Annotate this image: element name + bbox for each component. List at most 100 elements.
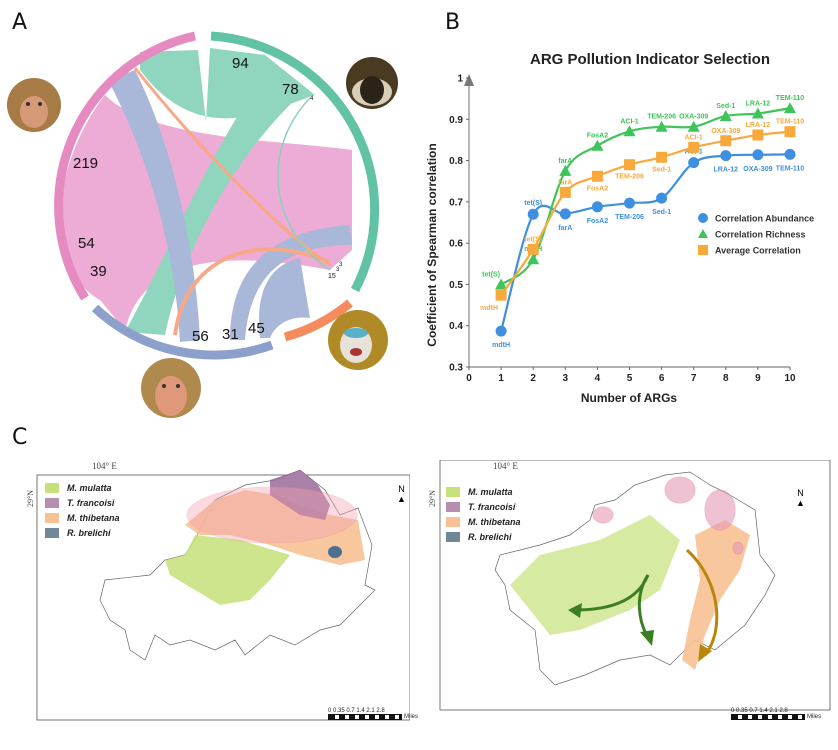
north-label: N xyxy=(797,488,804,498)
chord-labels: 94 78 4 219 54 39 56 31 45 15 3 3 xyxy=(73,55,343,345)
range-thibetana xyxy=(682,520,750,670)
north-arrow-icon: ▲ xyxy=(796,498,805,508)
range-mulatta xyxy=(510,515,680,635)
data-point xyxy=(784,102,796,114)
data-label: Sed-1 xyxy=(716,103,735,110)
series-line xyxy=(500,130,791,296)
data-label: ACI-1 xyxy=(620,118,638,125)
series-line xyxy=(500,153,791,332)
ribbon-blue-right2 xyxy=(259,258,310,338)
data-point xyxy=(495,325,507,337)
x-tick-label: 4 xyxy=(595,373,601,384)
dispersal-arrow-thibetana xyxy=(685,548,719,656)
map-right xyxy=(439,460,831,711)
data-label: TEM-206 xyxy=(647,114,676,121)
data-point xyxy=(688,157,700,169)
data-label: LRA-12 xyxy=(714,167,739,174)
legend-label: T. francoisi xyxy=(67,497,115,508)
y-tick-label: 0.4 xyxy=(449,321,463,332)
monkey-rhesus-bottom-icon xyxy=(141,358,201,418)
scale-bar: 0 0.35 0.7 1.4 2.1 2.8 Miles xyxy=(328,708,418,720)
north-label: N xyxy=(398,484,405,494)
legend-label: M. thibetana xyxy=(67,512,120,523)
map-frame xyxy=(439,460,831,711)
scale-ticks: 0 0.35 0.7 1.4 2.1 2.8 xyxy=(731,708,788,714)
hotspot-ellipse xyxy=(704,489,736,531)
x-tick-label: 8 xyxy=(723,373,729,384)
data-label: tet(S) xyxy=(482,271,500,278)
y-tick-label: 1 xyxy=(457,74,463,85)
data-point xyxy=(591,170,603,182)
legend-swatch xyxy=(45,482,59,493)
chart-legend: Correlation Abundance Correlation Richnes… xyxy=(698,213,814,256)
legend-marker xyxy=(698,213,708,223)
data-label: LRA-12 xyxy=(746,101,771,108)
y-axis-arrow-icon xyxy=(464,74,474,86)
data-point xyxy=(624,159,635,171)
legend-swatch xyxy=(446,501,460,512)
dispersal-arrowhead xyxy=(640,630,654,646)
x-tick-label: 10 xyxy=(784,373,796,384)
longitude-label: 104° E xyxy=(493,461,518,471)
legend-label: R. brelichi xyxy=(67,527,111,538)
data-point xyxy=(527,208,539,220)
data-point xyxy=(527,253,540,265)
data-point xyxy=(591,139,604,151)
range-mulatta xyxy=(165,535,290,605)
chord-label: 78 xyxy=(282,81,299,98)
hotspot-ellipse xyxy=(186,486,358,544)
latitude-label: 29°N xyxy=(427,490,437,507)
chord-diagram: 94 78 4 219 54 39 56 31 45 15 3 3 xyxy=(7,31,398,418)
scale-unit: Miles xyxy=(404,714,419,720)
chord-label: 31 xyxy=(222,326,239,343)
legend-label: T. francoisi xyxy=(468,501,516,512)
chart-title: ARG Pollution Indicator Selection xyxy=(530,51,770,68)
legend-item: M. thibetana xyxy=(45,510,120,525)
panel-label-c: C xyxy=(12,425,28,450)
data-label: OXA-309 xyxy=(711,128,740,135)
legend-swatch xyxy=(446,486,460,497)
line-chart: ARG Pollution Indicator Selection Coeffi… xyxy=(425,51,814,405)
data-label: FosA2 xyxy=(587,133,609,140)
x-tick-label: 3 xyxy=(563,373,569,384)
hotspot-ellipse xyxy=(664,476,696,504)
data-point xyxy=(687,120,700,132)
ribbon-blue-right xyxy=(230,225,352,340)
data-point xyxy=(591,201,603,213)
chord-label: 3 xyxy=(336,267,340,273)
chord-label: 39 xyxy=(90,263,107,280)
chord-label: 3 xyxy=(339,262,343,268)
legend-item: M. thibetana xyxy=(446,514,521,529)
data-label: OXA-309 xyxy=(679,114,708,121)
x-tick-label: 6 xyxy=(659,373,665,384)
y-tick-label: 0.5 xyxy=(449,280,463,291)
map-left xyxy=(36,469,410,721)
x-tick-label: 5 xyxy=(627,373,633,384)
legend-label: Correlation Abundance xyxy=(715,214,814,224)
x-tick-label: 7 xyxy=(691,373,697,384)
data-label: TEM-110 xyxy=(776,165,805,172)
data-label: farA xyxy=(558,158,572,165)
data-label: OXA-309 xyxy=(743,166,772,173)
arc-group-blue xyxy=(91,304,274,360)
latitude-label: 29°N xyxy=(25,490,35,507)
data-point xyxy=(655,120,668,132)
monkey-golden-snub-nosed-icon xyxy=(328,310,388,370)
series-line xyxy=(500,107,791,286)
y-tick-label: 0.8 xyxy=(449,156,463,167)
legend-label: M. thibetana xyxy=(468,516,521,527)
axes: 0 1 2 3 4 5 6 7 8 9 10 0.3 0.4 0.5 0.6 0.7 0.8 0.9 1 xyxy=(449,74,796,385)
data-point xyxy=(559,208,571,220)
legend-swatch xyxy=(45,497,59,508)
legend-label: M. mulatta xyxy=(468,486,513,497)
scale-bar: 0 0.35 0.7 1.4 2.1 2.8 Miles xyxy=(731,708,821,720)
longitude-label: 104° E xyxy=(92,461,117,471)
chord-arcs xyxy=(54,31,380,360)
data-label: FosA2 xyxy=(587,218,609,225)
data-point xyxy=(751,107,764,119)
ribbon-pink-self xyxy=(59,95,352,250)
legend-label: Average Correlation xyxy=(715,246,801,256)
data-point xyxy=(656,192,668,204)
data-point xyxy=(495,278,508,290)
x-tick-label: 0 xyxy=(466,373,472,384)
